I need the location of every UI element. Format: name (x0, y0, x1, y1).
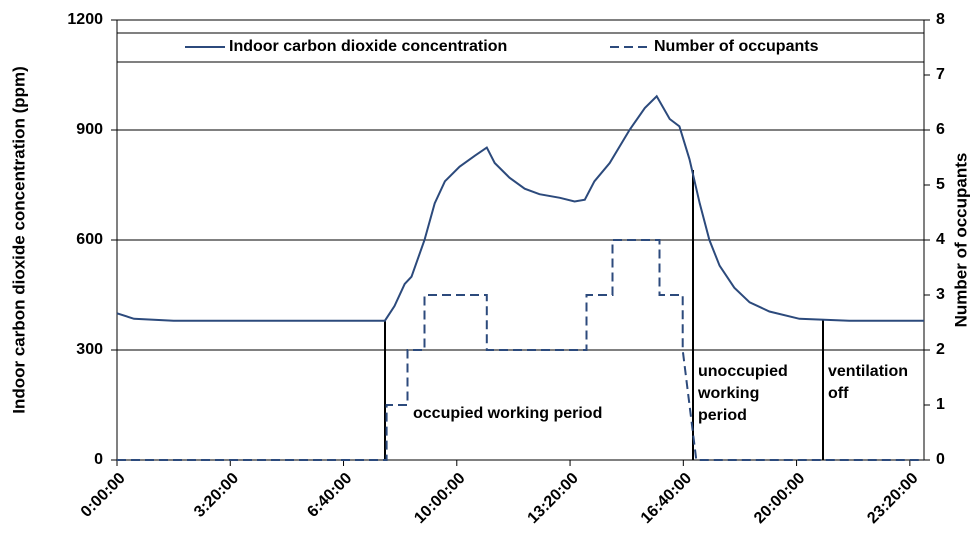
data-line (116, 94, 924, 322)
y-tick-label: 1200 (67, 11, 103, 28)
y-tick-label: 0 (94, 451, 103, 468)
x-tick-label: 6:40:00 (304, 470, 355, 521)
annotation: off (828, 385, 849, 402)
annotation: ventilation (828, 363, 908, 380)
annotation: unoccupied (698, 363, 788, 380)
annotation: working (697, 385, 759, 402)
y-tick-label: 600 (76, 231, 103, 248)
x-tick-label: 20:00:00 (751, 470, 808, 527)
y2-axis-label: Number of occupants (951, 153, 970, 328)
data-line (117, 239, 924, 461)
y-tick-label: 300 (76, 341, 103, 358)
y2-tick-label: 4 (936, 231, 945, 248)
y2-tick-label: 8 (936, 11, 945, 28)
annotation: period (698, 407, 747, 424)
y2-tick-label: 7 (936, 66, 945, 83)
x-tick-label: 3:20:00 (191, 470, 242, 521)
x-tick-label: 10:00:00 (411, 470, 468, 527)
legend-label: Indoor carbon dioxide concentration (229, 38, 507, 55)
y2-tick-label: 1 (936, 396, 945, 413)
x-tick-label: 13:20:00 (525, 470, 582, 527)
legend-label: Number of occupants (654, 38, 819, 55)
y2-tick-label: 2 (936, 341, 945, 358)
y-axis-label: Indoor carbon dioxide concentration (ppm… (9, 66, 28, 414)
x-tick-label: 16:40:00 (638, 470, 695, 527)
y2-tick-label: 0 (936, 451, 945, 468)
x-tick-label: 23:20:00 (864, 470, 921, 527)
y-tick-label: 900 (76, 121, 103, 138)
legend-box (116, 32, 925, 63)
annotation: occupied working period (413, 405, 602, 422)
y2-tick-label: 6 (936, 121, 945, 138)
y2-tick-label: 3 (936, 286, 945, 303)
y2-tick-label: 5 (936, 176, 945, 193)
x-tick-label: 0:00:00 (78, 470, 129, 521)
